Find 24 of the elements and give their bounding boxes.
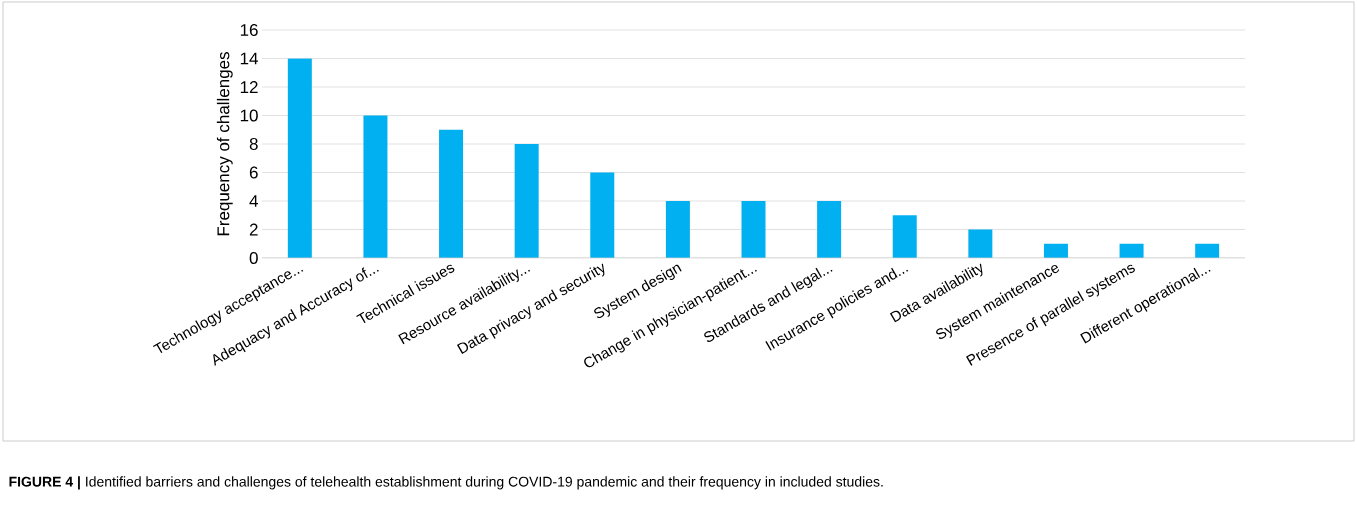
y-axis-title: Frequency of challenges — [216, 52, 233, 236]
bar — [665, 200, 690, 258]
bar — [741, 200, 766, 258]
bar — [590, 172, 615, 258]
y-tick-label: 12 — [240, 81, 258, 93]
bar — [1119, 243, 1144, 258]
y-tick-label: 0 — [249, 251, 258, 265]
y-tick-label: 2 — [249, 223, 258, 236]
bar — [363, 115, 388, 258]
y-tick-label: 4 — [249, 195, 258, 207]
bar — [892, 215, 917, 258]
bar — [1043, 243, 1068, 258]
y-tick-label: 8 — [249, 137, 258, 151]
text: FIGURE 4 | Identified barriers and challenges of telehealth establishment during COVID-19 pandemic and their frequency in included studies. — [9, 476, 883, 490]
bar — [439, 129, 464, 258]
bar — [1195, 243, 1220, 258]
y-tick-label: 16 — [240, 23, 258, 37]
bar — [968, 229, 993, 258]
y-tick-label: 14 — [240, 52, 258, 65]
y-tick-label: 10 — [240, 109, 258, 122]
bar — [817, 200, 842, 258]
bar — [287, 58, 312, 258]
y-tick-label: 6 — [249, 166, 258, 179]
bar — [514, 143, 539, 258]
